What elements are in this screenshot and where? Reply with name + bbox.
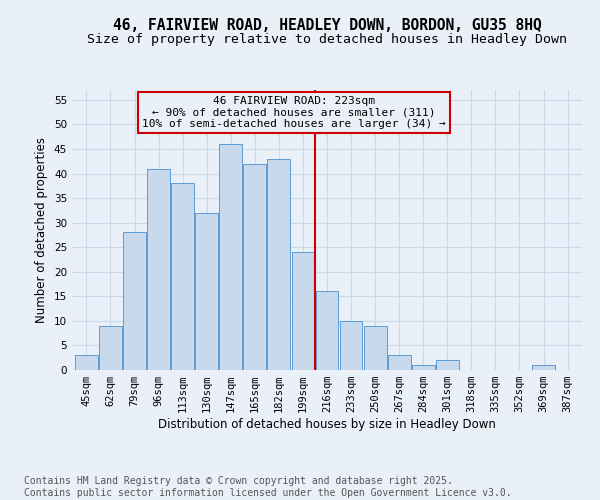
Bar [340, 321, 362, 370]
X-axis label: Distribution of detached houses by size in Headley Down: Distribution of detached houses by size … [158, 418, 496, 431]
Bar [292, 252, 314, 370]
Bar [532, 365, 555, 370]
Bar [123, 232, 146, 370]
Text: 46 FAIRVIEW ROAD: 223sqm
← 90% of detached houses are smaller (311)
10% of semi-: 46 FAIRVIEW ROAD: 223sqm ← 90% of detach… [142, 96, 446, 129]
Bar [436, 360, 459, 370]
Text: Contains HM Land Registry data © Crown copyright and database right 2025.
Contai: Contains HM Land Registry data © Crown c… [24, 476, 512, 498]
Bar [412, 365, 434, 370]
Bar [268, 159, 290, 370]
Text: Size of property relative to detached houses in Headley Down: Size of property relative to detached ho… [87, 32, 567, 46]
Text: 46, FAIRVIEW ROAD, HEADLEY DOWN, BORDON, GU35 8HQ: 46, FAIRVIEW ROAD, HEADLEY DOWN, BORDON,… [113, 18, 541, 32]
Bar [195, 213, 218, 370]
Bar [147, 168, 170, 370]
Bar [244, 164, 266, 370]
Bar [316, 292, 338, 370]
Y-axis label: Number of detached properties: Number of detached properties [35, 137, 49, 323]
Bar [364, 326, 386, 370]
Bar [99, 326, 122, 370]
Bar [75, 356, 98, 370]
Bar [220, 144, 242, 370]
Bar [171, 184, 194, 370]
Bar [388, 356, 410, 370]
